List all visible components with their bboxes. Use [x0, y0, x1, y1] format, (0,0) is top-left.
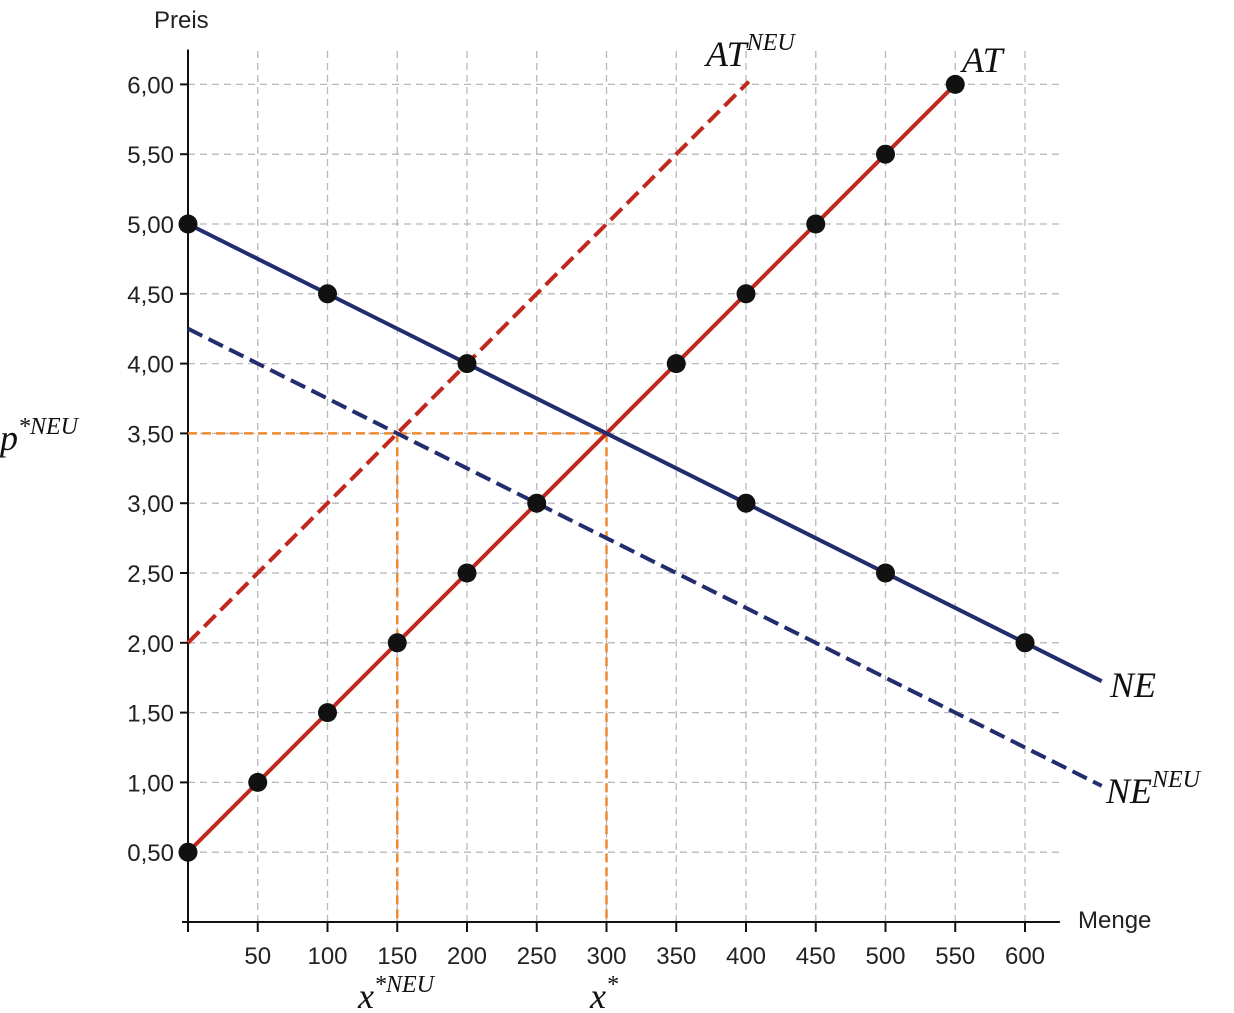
x-tick-label: 600	[1005, 943, 1045, 970]
series-line-0	[186, 82, 957, 854]
y-tick-label: 4,50	[127, 282, 174, 309]
grid	[188, 49, 1060, 922]
y-tick-label: 2,00	[127, 631, 174, 658]
y-tick-label: 0,50	[127, 840, 174, 867]
x-ticks: 50 100 150 200 250 300 350 400 450 500 550 600	[187, 922, 1045, 970]
y-tick-label: 3,00	[127, 491, 174, 518]
label-x-star: x*	[589, 972, 618, 1013]
x-tick-label: 450	[796, 943, 836, 970]
series-points	[178, 74, 1035, 862]
data-point-1	[876, 563, 895, 583]
x-tick-label: 350	[656, 943, 696, 970]
data-point-0	[527, 493, 547, 513]
data-point-1	[457, 354, 477, 374]
data-point-0	[666, 354, 686, 374]
data-point-0	[318, 703, 337, 723]
data-point-0	[387, 633, 407, 653]
y-tick-label: 5,00	[127, 212, 174, 239]
data-point-0	[178, 842, 198, 862]
series-lines	[186, 80, 1103, 854]
y-tick-label: 1,00	[127, 770, 174, 797]
data-point-1	[178, 214, 198, 234]
data-point-0	[457, 563, 477, 583]
x-tick-label: 200	[447, 943, 487, 970]
label-ne: NE	[1109, 665, 1156, 705]
x-tick-label: 50	[244, 943, 271, 970]
data-point-1	[318, 284, 337, 304]
x-tick-label: 150	[377, 943, 417, 970]
data-point-1	[736, 493, 756, 513]
equilibrium-guides	[188, 432, 608, 922]
label-at-neu: ATNEU	[704, 30, 796, 74]
x-tick-label: 250	[517, 943, 557, 970]
y-tick-label: 2,50	[127, 561, 174, 588]
y-ticks: 0,50 1,00 1,50 2,00 2,50 3,00 3,50 4,00 4,50 5,00…	[127, 72, 188, 867]
y-tick-label: 6,00	[127, 72, 174, 99]
y-axis-title: Preis	[154, 7, 209, 34]
x-axis-title: Menge	[1078, 907, 1151, 934]
data-point-0	[248, 772, 268, 792]
label-at: AT	[960, 40, 1006, 80]
x-tick-label: 550	[935, 943, 975, 970]
y-tick-label: 5,50	[127, 142, 174, 169]
series-line-3	[187, 326, 1103, 788]
label-ne-neu: NENEU	[1105, 767, 1202, 811]
data-point-1	[1015, 633, 1035, 653]
axes	[182, 49, 1060, 932]
y-tick-label: 3,50	[127, 421, 174, 448]
data-point-0	[736, 284, 756, 304]
y-tick-label: 4,00	[127, 352, 174, 379]
y-tick-label: 1,50	[127, 701, 174, 728]
data-point-0	[876, 144, 895, 164]
x-tick-label: 100	[307, 943, 347, 970]
x-tick-label: 400	[726, 943, 766, 970]
x-tick-label: 300	[586, 943, 626, 970]
data-point-0	[806, 214, 826, 234]
x-tick-label: 500	[865, 943, 905, 970]
data-point-0	[945, 74, 965, 94]
series-line-1	[187, 222, 1103, 683]
label-p-star-neu: p*NEU	[0, 414, 80, 458]
label-x-star-neu: x*NEU	[357, 972, 436, 1013]
